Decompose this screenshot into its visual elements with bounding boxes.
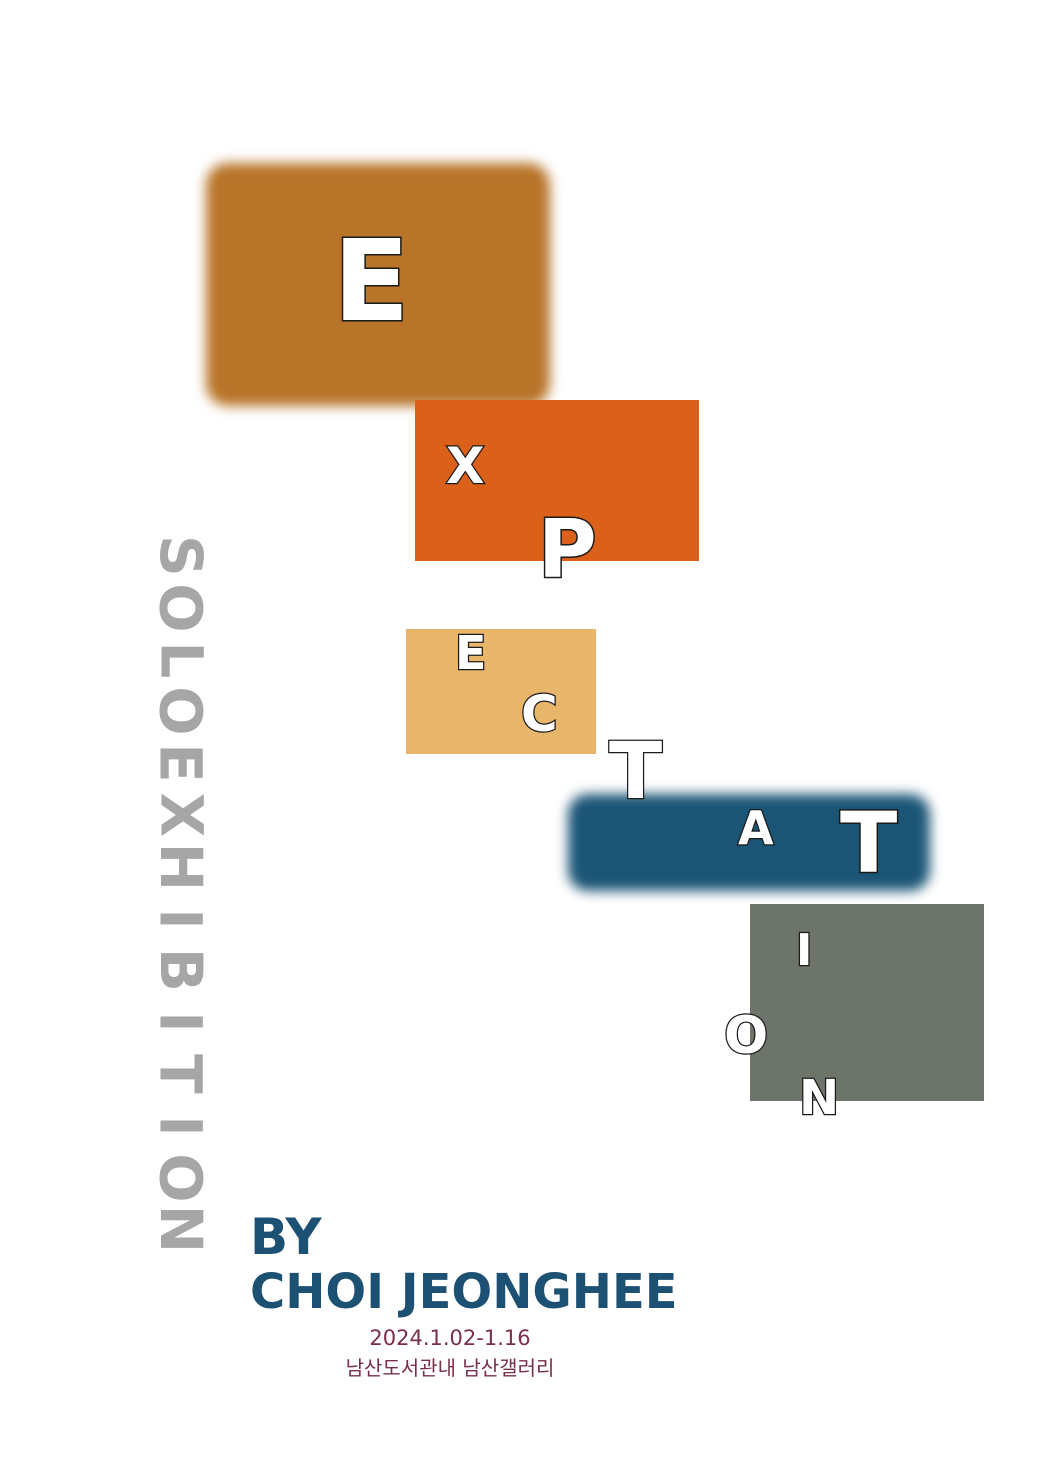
vertical-letter: O: [146, 686, 215, 736]
block-ec: [406, 629, 596, 754]
title-letter-e1: E: [332, 217, 411, 347]
title-letter-t2: T: [838, 794, 898, 892]
vertical-letter: I: [146, 1114, 215, 1137]
vertical-letter: I: [146, 907, 215, 930]
vertical-letter: B: [146, 948, 215, 993]
vertical-letter: X: [146, 792, 215, 838]
title-letter-i: I: [795, 925, 814, 976]
exhibition-venue: 남산도서관내 남산갤러리: [345, 1356, 555, 1380]
vertical-letter: S: [146, 535, 215, 577]
title-letter-o: O: [723, 1006, 770, 1066]
title-letter-a: A: [737, 801, 775, 855]
title-letter-p: P: [537, 503, 599, 596]
vertical-letter: H: [146, 842, 215, 891]
vertical-letter: N: [146, 1204, 215, 1254]
vertical-letter: O: [146, 1152, 215, 1203]
block-tat: [568, 794, 930, 891]
block-e: [206, 163, 550, 406]
title-letter-c: C: [520, 685, 559, 743]
vertical-subtitle: S O L O E X H I B I T I O N: [140, 530, 220, 1255]
vertical-letter: L: [146, 641, 215, 678]
title-letter-t1: T: [608, 727, 664, 817]
artist-name: CHOI JEONGHEE: [250, 1264, 678, 1320]
title-letter-x: X: [445, 437, 486, 495]
title-letter-n: N: [798, 1070, 841, 1126]
artist-by: BY: [250, 1208, 322, 1266]
vertical-letter: I: [146, 1011, 215, 1033]
vertical-letter: T: [146, 1054, 215, 1094]
title-letter-e2: E: [454, 626, 488, 680]
vertical-letter: E: [146, 743, 215, 783]
vertical-letter: O: [146, 583, 215, 633]
exhibition-dates: 2024.1.02-1.16: [369, 1326, 531, 1350]
block-xp: [415, 400, 699, 561]
block-ion: [750, 904, 984, 1101]
